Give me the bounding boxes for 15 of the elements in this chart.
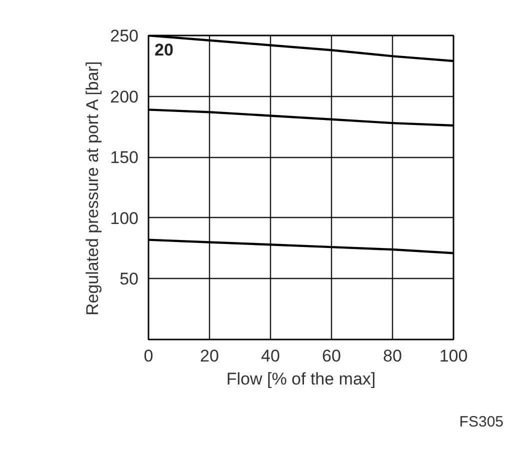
x-tick-label: 0 [144, 346, 154, 366]
y-tick-label: 50 [120, 270, 139, 289]
y-tick-label: 150 [110, 148, 139, 168]
annotation: 20 [154, 40, 174, 60]
text: FS305 [459, 414, 504, 430]
x-tick-label: 40 [261, 346, 280, 366]
y-tick-label: 250 [110, 26, 139, 46]
y-tick-label: 100 [110, 208, 139, 228]
y-axis-title: Regulated pressure at port A [bar] [83, 61, 102, 316]
x-tick-label: 20 [200, 346, 219, 366]
x-axis-title: Flow [% of the max] [226, 370, 376, 388]
x-tick-label: 100 [439, 346, 468, 366]
x-tick-label: 80 [383, 346, 402, 366]
x-tick-label: 60 [322, 346, 341, 366]
y-tick-label: 200 [110, 87, 139, 106]
